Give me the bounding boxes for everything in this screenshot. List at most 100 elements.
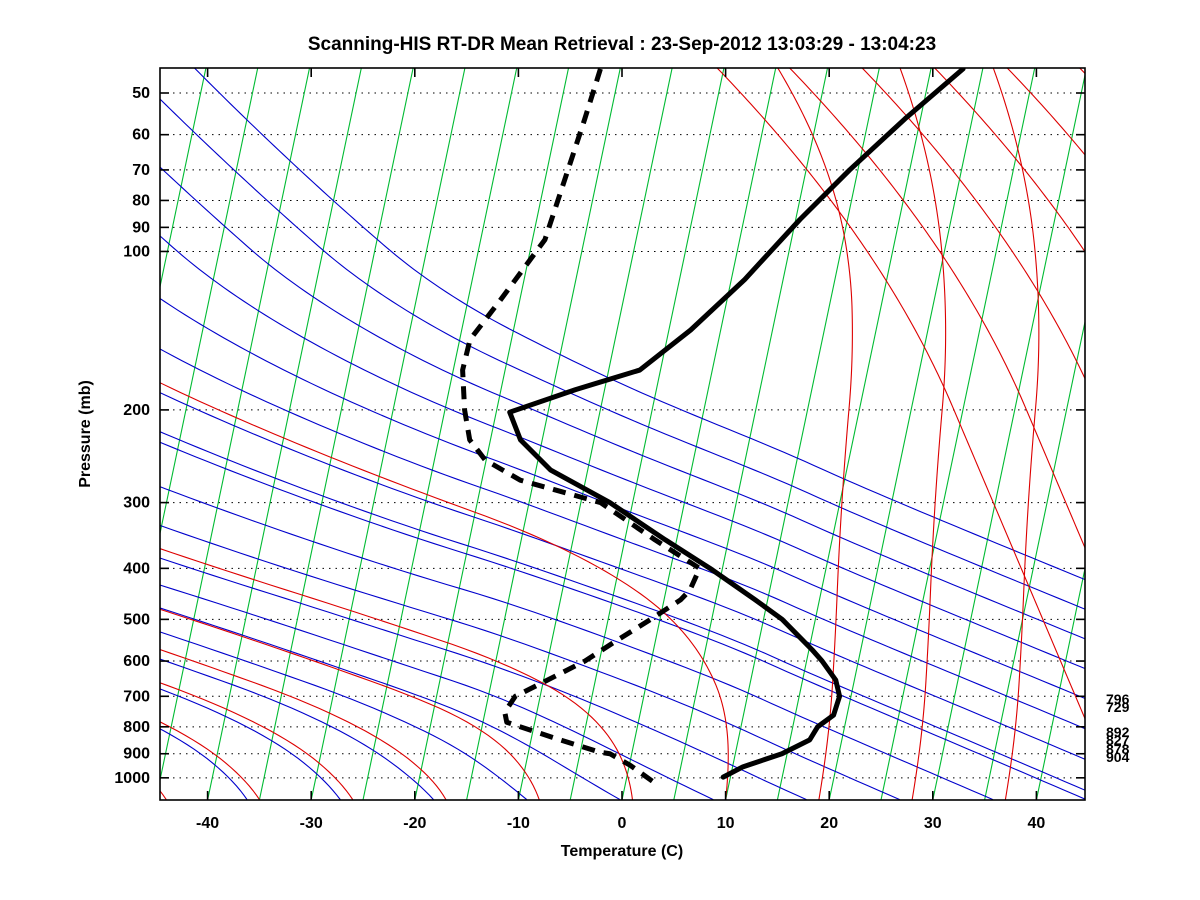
isotherm-line	[160, 68, 207, 290]
y-axis-title: Pressure (mb)	[77, 380, 94, 488]
moist-adiabat-line	[160, 392, 1085, 760]
moist-adiabat-line	[160, 607, 621, 800]
x-tick-label: 0	[618, 815, 627, 832]
y-tick-label: 800	[123, 719, 150, 736]
isotherm-line	[160, 68, 311, 783]
isotherm-line	[362, 68, 518, 800]
x-tick-label: 30	[924, 815, 942, 832]
dry-adiabat-line	[1087, 68, 1133, 800]
pressure-annotation: 904	[1106, 749, 1130, 765]
dry-adiabat-line	[1079, 68, 1085, 75]
y-tick-label: 400	[123, 560, 150, 577]
axis-ticks	[160, 68, 1085, 800]
y-tick-label: 600	[123, 653, 150, 670]
pressure-gridlines	[160, 92, 1085, 779]
moist-adiabat-line	[160, 631, 528, 800]
moist-adiabat-line	[160, 658, 434, 800]
isotherm-line	[880, 68, 1036, 800]
moist-adiabat-line	[160, 584, 714, 800]
y-tick-label: 200	[123, 402, 150, 419]
dry-adiabat-line	[160, 789, 167, 800]
isotherm-line	[932, 72, 1085, 800]
dry-adiabat-line	[1006, 68, 1085, 156]
isotherm-line	[984, 319, 1085, 800]
moist-adiabat-line	[160, 728, 248, 800]
isotherm-line	[1035, 565, 1085, 800]
x-tick-label: 40	[1028, 815, 1046, 832]
isotherm-line	[466, 68, 621, 800]
x-tick-label: -10	[507, 815, 530, 832]
x-tick-label: -30	[300, 815, 323, 832]
dry-adiabat-line	[160, 382, 729, 800]
dry-adiabat-line	[934, 68, 1085, 253]
dry-adiabat-line	[160, 721, 260, 800]
y-tick-label: 900	[123, 746, 150, 763]
x-tick-label: 10	[717, 815, 735, 832]
chart-title: Scanning-HIS RT-DR Mean Retrieval : 23-S…	[308, 34, 936, 55]
plot-area	[160, 68, 1200, 800]
dry-adiabat-line	[716, 68, 1085, 721]
moist-adiabat-line	[160, 297, 1085, 700]
isotherm-line	[725, 68, 880, 800]
y-tick-label: 90	[132, 219, 150, 236]
moist-adiabat-line	[160, 348, 1085, 730]
x-tick-label: -40	[196, 815, 219, 832]
dewpoint-curve	[460, 68, 703, 785]
x-axis-title: Temperature (C)	[561, 843, 683, 860]
isotherm-line	[414, 68, 570, 800]
dry-adiabat-line	[160, 608, 540, 800]
dry-adiabat-line	[861, 68, 1085, 380]
moist-adiabat-line	[160, 557, 807, 800]
moist-adiabat-line	[160, 441, 1085, 800]
y-tick-label: 100	[123, 243, 150, 260]
isotherm-line	[621, 68, 777, 800]
temperature-curve	[507, 68, 966, 780]
moist-adiabat-line	[160, 431, 1085, 791]
moist-adiabat-line	[160, 235, 1085, 670]
dry-adiabat-line	[160, 649, 447, 800]
y-tick-label: 300	[123, 495, 150, 512]
y-tick-label: 50	[132, 85, 150, 102]
isotherm-line	[310, 68, 466, 800]
dry-adiabat-lines	[160, 68, 1133, 800]
isotherm-line	[569, 68, 725, 800]
isotherm-line	[673, 68, 829, 800]
pressure-annotation: 827	[1106, 732, 1130, 748]
x-tick-label: -20	[403, 815, 426, 832]
y-tick-label: 60	[132, 127, 150, 144]
dry-adiabat-line	[899, 68, 947, 800]
y-tick-label: 700	[123, 688, 150, 705]
dry-adiabat-line	[992, 68, 1040, 800]
tick-labels: -40 -30 -20 -10 0 10 20 30 40 50 60 70 80 90 100 200 300…	[114, 85, 1045, 832]
pressure-annotation: 729	[1106, 699, 1130, 715]
x-tick-label: 20	[820, 815, 838, 832]
moist-adiabat-lines	[160, 68, 1085, 800]
isotherm-lines	[160, 68, 1200, 800]
pressure-annotation: 878	[1106, 741, 1130, 757]
isotherm-line	[207, 68, 362, 800]
y-tick-label: 500	[123, 611, 150, 628]
axis-frame	[159, 67, 1086, 801]
dry-adiabat-line	[160, 682, 354, 800]
moist-adiabat-line	[160, 166, 1085, 640]
pressure-annotation: 892	[1106, 724, 1130, 740]
dry-adiabat-line	[789, 68, 1085, 550]
dry-adiabat-line	[160, 548, 633, 800]
isotherm-line	[160, 68, 259, 537]
moist-adiabat-line	[160, 486, 994, 800]
moist-adiabat-line	[194, 68, 1085, 581]
isotherm-line	[828, 68, 984, 800]
moist-adiabat-line	[160, 688, 341, 800]
isotherm-line	[1088, 68, 1200, 800]
isotherm-line	[517, 68, 673, 800]
y-tick-label: 70	[132, 162, 150, 179]
isotherm-line	[258, 68, 414, 800]
y-tick-label: 80	[132, 192, 150, 209]
moist-adiabat-line	[160, 98, 1085, 610]
y-tick-label: 1000	[114, 770, 150, 787]
pressure-annotation: 796	[1106, 691, 1130, 707]
isotherm-line	[776, 68, 932, 800]
